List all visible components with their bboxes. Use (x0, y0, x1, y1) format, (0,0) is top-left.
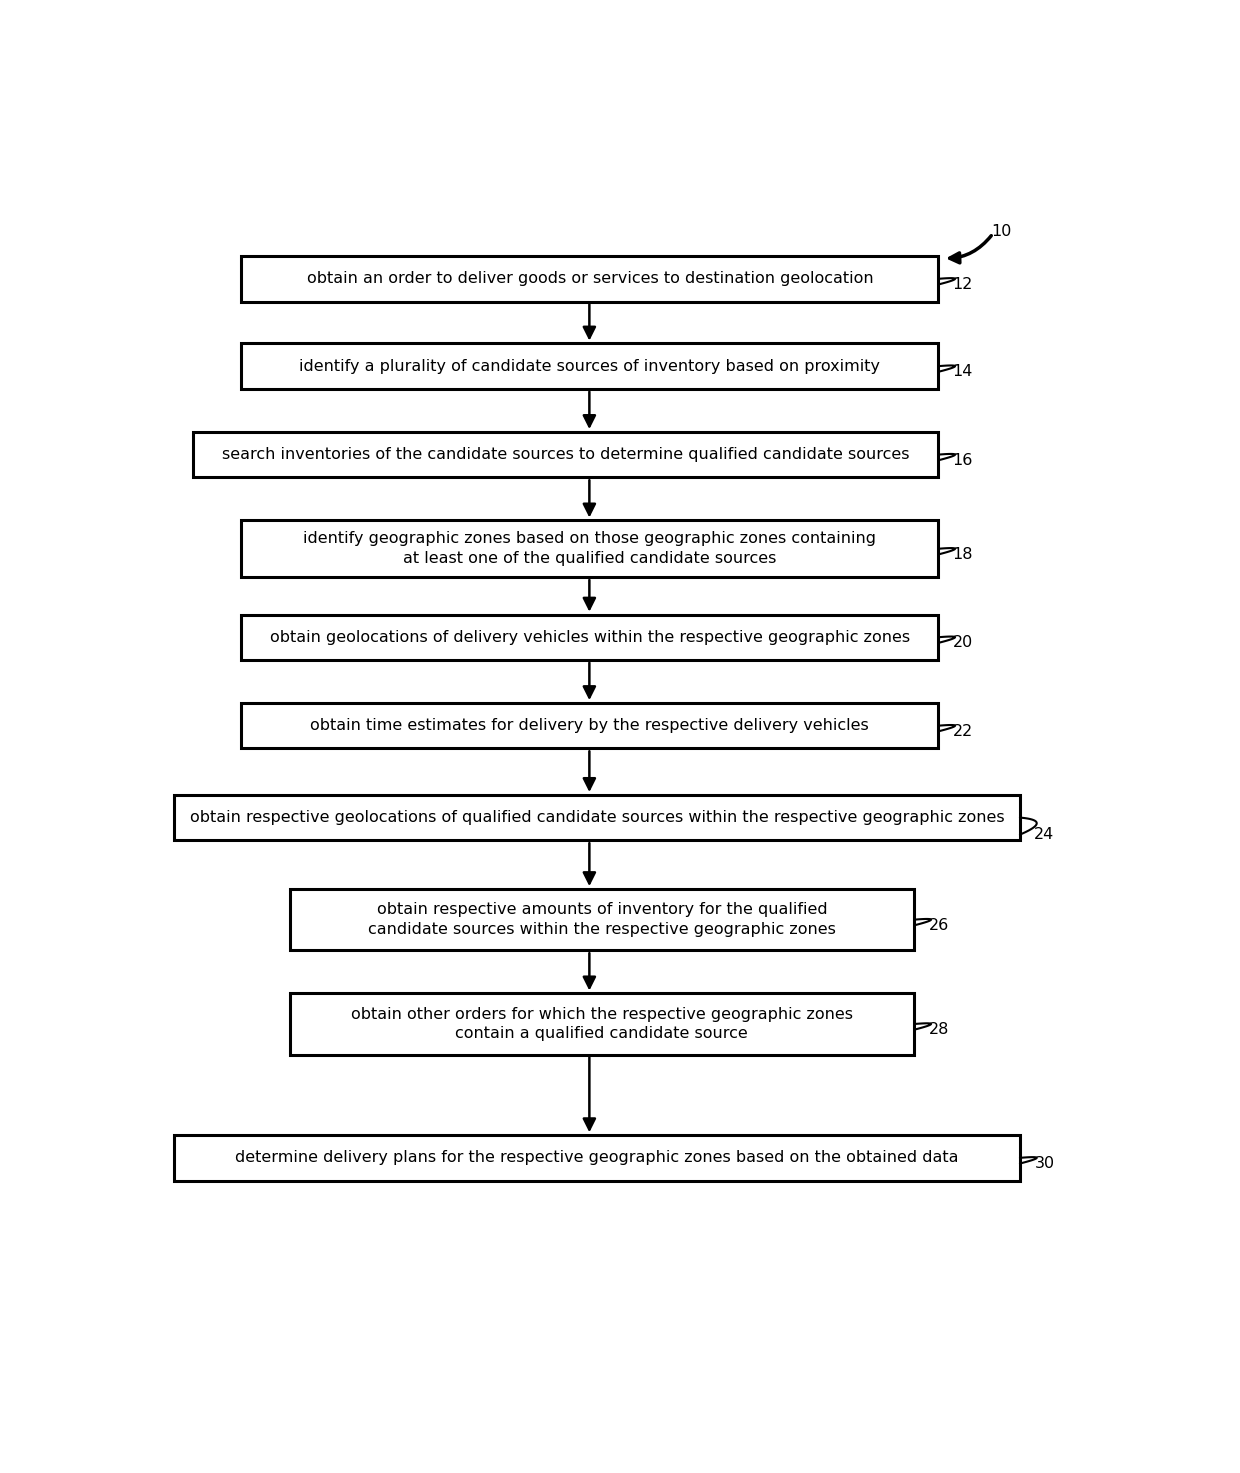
Text: obtain other orders for which the respective geographic zones
contain a qualifie: obtain other orders for which the respec… (351, 1006, 853, 1041)
FancyBboxPatch shape (242, 614, 939, 660)
Text: 18: 18 (952, 546, 973, 563)
Text: determine delivery plans for the respective geographic zones based on the obtain: determine delivery plans for the respect… (236, 1150, 959, 1165)
Text: 10: 10 (991, 224, 1012, 239)
FancyBboxPatch shape (174, 795, 1019, 840)
Text: obtain geolocations of delivery vehicles within the respective geographic zones: obtain geolocations of delivery vehicles… (270, 630, 910, 645)
Text: obtain respective amounts of inventory for the qualified
candidate sources withi: obtain respective amounts of inventory f… (368, 903, 836, 937)
Text: 12: 12 (952, 277, 973, 292)
Text: identify geographic zones based on those geographic zones containing
at least on: identify geographic zones based on those… (304, 532, 877, 566)
Text: 14: 14 (952, 364, 973, 380)
Text: 30: 30 (1034, 1156, 1054, 1171)
Text: 16: 16 (952, 452, 973, 468)
FancyBboxPatch shape (242, 256, 939, 302)
Text: obtain an order to deliver goods or services to destination geolocation: obtain an order to deliver goods or serv… (306, 271, 873, 286)
Text: obtain respective geolocations of qualified candidate sources within the respect: obtain respective geolocations of qualif… (190, 810, 1004, 825)
FancyBboxPatch shape (242, 703, 939, 748)
Text: search inventories of the candidate sources to determine qualified candidate sou: search inventories of the candidate sour… (222, 448, 910, 463)
FancyBboxPatch shape (242, 343, 939, 389)
FancyBboxPatch shape (174, 1136, 1019, 1180)
Text: 22: 22 (952, 723, 973, 739)
Text: 24: 24 (1034, 828, 1054, 843)
Text: identify a plurality of candidate sources of inventory based on proximity: identify a plurality of candidate source… (299, 358, 880, 374)
Text: 26: 26 (929, 918, 949, 932)
Text: obtain time estimates for delivery by the respective delivery vehicles: obtain time estimates for delivery by th… (310, 719, 869, 734)
FancyBboxPatch shape (242, 520, 939, 577)
FancyBboxPatch shape (290, 993, 914, 1055)
FancyBboxPatch shape (290, 890, 914, 950)
Text: 20: 20 (952, 635, 973, 651)
Text: 28: 28 (929, 1022, 949, 1037)
FancyBboxPatch shape (193, 432, 939, 477)
